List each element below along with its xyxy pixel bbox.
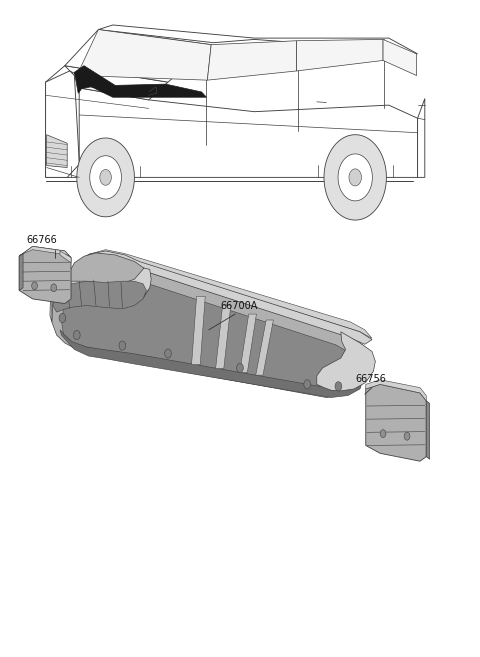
Polygon shape [46, 66, 168, 100]
Polygon shape [77, 30, 211, 80]
Polygon shape [192, 296, 205, 365]
Polygon shape [77, 138, 134, 217]
Polygon shape [60, 251, 71, 263]
Polygon shape [98, 25, 418, 54]
Text: 66700A: 66700A [221, 301, 258, 311]
Polygon shape [426, 401, 430, 459]
Polygon shape [366, 380, 426, 401]
Polygon shape [71, 251, 372, 344]
Polygon shape [338, 154, 372, 201]
Circle shape [73, 330, 80, 340]
Polygon shape [52, 259, 370, 397]
Circle shape [404, 432, 410, 440]
Polygon shape [349, 169, 361, 186]
Polygon shape [52, 253, 149, 307]
Circle shape [380, 430, 386, 438]
Polygon shape [324, 135, 386, 220]
Polygon shape [46, 82, 418, 177]
Polygon shape [256, 320, 273, 375]
Polygon shape [19, 246, 71, 258]
Circle shape [165, 349, 171, 358]
Polygon shape [74, 66, 206, 97]
Text: 66766: 66766 [26, 235, 57, 245]
Polygon shape [24, 0, 456, 217]
Polygon shape [47, 135, 67, 168]
Polygon shape [65, 30, 211, 82]
Polygon shape [60, 330, 362, 397]
Polygon shape [19, 246, 71, 304]
Polygon shape [418, 99, 425, 177]
Polygon shape [216, 305, 231, 369]
Polygon shape [240, 314, 256, 373]
Polygon shape [90, 156, 121, 199]
Polygon shape [383, 39, 417, 76]
Polygon shape [46, 26, 425, 177]
Text: 66756: 66756 [355, 374, 386, 384]
Polygon shape [100, 170, 111, 185]
Polygon shape [317, 332, 375, 391]
Polygon shape [46, 71, 79, 177]
Circle shape [119, 341, 126, 350]
Polygon shape [53, 281, 146, 312]
Polygon shape [207, 41, 297, 80]
Polygon shape [366, 384, 426, 461]
Circle shape [335, 382, 342, 391]
Polygon shape [86, 250, 372, 338]
Polygon shape [50, 268, 151, 322]
Circle shape [59, 313, 66, 323]
Circle shape [51, 284, 57, 292]
Circle shape [304, 380, 311, 389]
Polygon shape [297, 39, 383, 71]
Polygon shape [19, 254, 23, 290]
Polygon shape [61, 269, 358, 386]
Circle shape [237, 363, 243, 373]
Circle shape [32, 282, 37, 290]
